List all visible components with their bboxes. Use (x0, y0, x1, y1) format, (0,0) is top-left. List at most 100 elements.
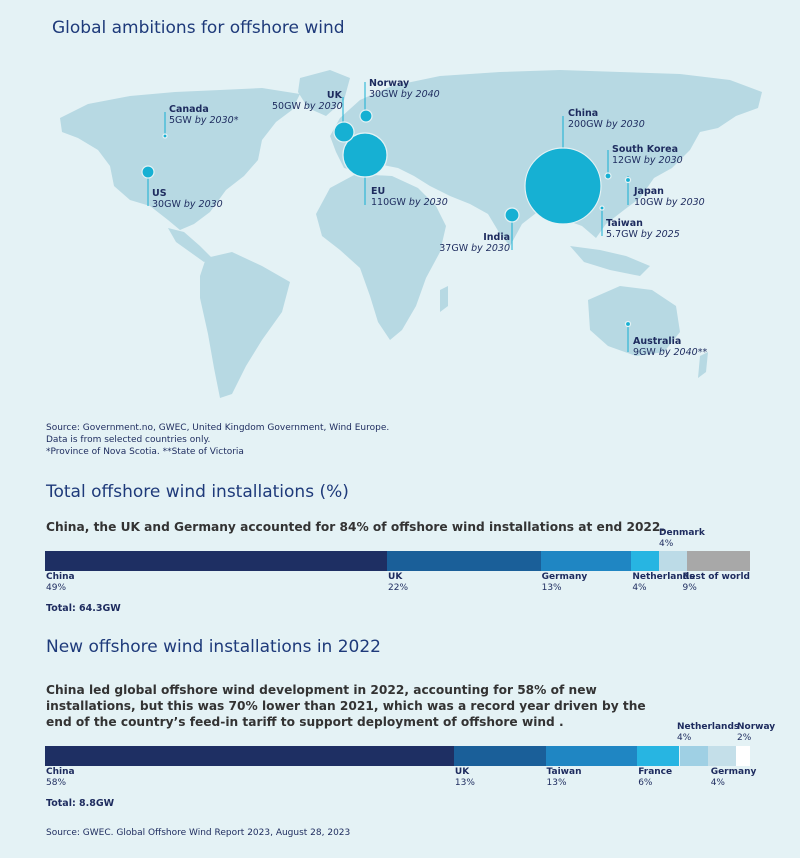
map-label-name: Norway (369, 78, 410, 89)
land-japan (628, 166, 644, 194)
segment-pct: 13% (546, 778, 567, 788)
map-label-value: 30GW (369, 89, 398, 100)
map-label-year: by 2030 (605, 119, 645, 130)
land-madagascar (440, 286, 448, 312)
bubble-us (141, 165, 155, 179)
map-label-south-korea: South Korea 12GW by 2030 (612, 144, 683, 166)
bubble-canada (162, 133, 168, 139)
map-label-name: Japan (634, 186, 664, 197)
total-bar-labels: China 49% UK 22% Germany 13% Netherlands 4% Rest… (45, 572, 750, 596)
segment-label-china: China 58% (46, 767, 75, 789)
segment-label-netherlands: Netherlands 4% (632, 572, 694, 594)
new-chart-title: New offshore wind installations in 2022 (46, 637, 381, 657)
map-label-year: by 2030 (303, 101, 343, 112)
land-africa (316, 174, 446, 340)
land-new-zealand (698, 352, 708, 378)
map-label-name: UK (326, 90, 342, 101)
bar-segment-taiwan (545, 746, 638, 766)
segment-pct: 6% (638, 778, 653, 788)
segment-label-china: China 49% (46, 572, 75, 594)
map-label-year: by 2030 (183, 199, 223, 210)
segment-label: Netherlands (632, 572, 695, 582)
map-label-year: by 2040** (658, 347, 708, 358)
bar-segment-netherlands (631, 551, 660, 571)
segment-label: Taiwan (546, 767, 582, 777)
map-label-name: South Korea (612, 144, 679, 155)
segment-label-taiwan: Taiwan 13% (547, 767, 582, 789)
segment-label: Germany (710, 767, 757, 777)
map-label-name: Canada (169, 104, 209, 115)
map-label-name: US (152, 188, 167, 199)
segment-label: China (46, 767, 75, 777)
segment-pct: 4% (659, 539, 674, 549)
new-norway-label: Norway 2% (737, 722, 775, 744)
map-label-value: 110GW (371, 197, 406, 208)
map-label-name: EU (371, 186, 386, 197)
map-label-year: by 2030* (194, 115, 239, 126)
segment-pct: 58% (46, 778, 67, 788)
bar-segment-france (637, 746, 680, 766)
bar-segment-germany (707, 746, 736, 766)
bubble-taiwan (599, 205, 605, 211)
map-label-japan: Japan 10GW by 2030 (634, 186, 705, 208)
map-label-year: by 2030 (408, 197, 448, 208)
segment-pct: 13% (541, 583, 562, 593)
segment-label-uk: UK 22% (388, 572, 408, 594)
bar-segment-uk (453, 746, 546, 766)
map-label-value: 5.7GW (606, 229, 638, 240)
bubble-japan (624, 176, 632, 184)
segment-label: UK (454, 767, 470, 777)
bar-segment-uk (387, 551, 541, 571)
new-chart-subtitle: China led global offshore wind developme… (46, 683, 646, 729)
map-source-line: Source: Government.no, GWEC, United King… (46, 423, 390, 433)
map-label-eu: EU 110GW by 2030 (371, 186, 448, 208)
map-label-year: by 2030 (643, 155, 683, 166)
map-label-value: 50GW (272, 101, 301, 112)
segment-pct: 13% (454, 778, 475, 788)
segment-label-germany: Germany 4% (711, 767, 757, 789)
map-label-value: 37GW (439, 243, 469, 254)
land-south-america (200, 252, 290, 398)
map-source: Source: Government.no, GWEC, United King… (46, 422, 389, 458)
map-label-value: 200GW (568, 119, 603, 130)
new-bar-labels: China 58% UK 13% Taiwan 13% France 6% Germany 4% (45, 767, 756, 791)
bubble-china (524, 147, 602, 225)
segment-pct: 4% (632, 583, 647, 593)
map-label-value: 12GW (612, 155, 641, 166)
total-chart-subtitle: China, the UK and Germany accounted for … (46, 520, 666, 534)
bubble-norway (359, 109, 373, 123)
map-label-name: Australia (633, 336, 682, 347)
total-stacked-bar (45, 551, 750, 571)
bubble-uk (333, 121, 355, 143)
bubble-eu (342, 132, 388, 178)
segment-label: Netherlands (677, 722, 740, 732)
segment-label: France (638, 767, 673, 777)
segment-label: Norway (737, 722, 776, 732)
bar-segment-rest-of-world (687, 551, 750, 571)
map-label-value: 10GW (634, 197, 663, 208)
segment-label-france: France 6% (638, 767, 672, 789)
segment-pct: 4% (710, 778, 725, 788)
segment-pct: 22% (388, 583, 409, 593)
segment-pct: 49% (46, 583, 67, 593)
segment-pct: 2% (737, 733, 752, 743)
total-denmark-label: Denmark 4% (659, 528, 705, 550)
footer-source: Source: GWEC. Global Offshore Wind Repor… (46, 828, 351, 838)
bar-segment-germany (540, 551, 632, 571)
map-label-china: China 200GW by 2030 (568, 108, 645, 130)
map-label-india: India 37GW by 2030 (438, 232, 510, 254)
new-stacked-bar (45, 746, 750, 766)
segment-label: UK (388, 572, 403, 582)
map-label-name: China (568, 108, 599, 119)
segment-label: China (46, 572, 75, 582)
map-source-line: Data is from selected countries only. (46, 435, 211, 445)
map-label-norway: Norway 30GW by 2040 (369, 78, 440, 100)
map-label-name: India (483, 232, 510, 243)
land-se-asia (570, 246, 650, 276)
bubble-australia (624, 320, 632, 328)
segment-pct: 4% (677, 733, 692, 743)
map-label-australia: Australia 9GW by 2040** (633, 336, 707, 358)
bubble-south-korea (604, 172, 612, 180)
segment-label: Rest of world (682, 572, 750, 582)
land-australia (588, 286, 680, 356)
